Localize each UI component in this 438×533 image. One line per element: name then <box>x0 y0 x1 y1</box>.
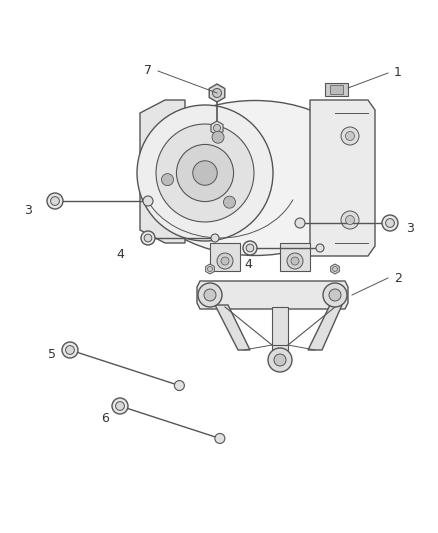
Circle shape <box>177 144 233 201</box>
Circle shape <box>198 283 222 307</box>
Polygon shape <box>211 121 223 135</box>
Text: 1: 1 <box>394 67 402 79</box>
Circle shape <box>329 289 341 301</box>
Circle shape <box>385 219 394 228</box>
Circle shape <box>144 234 152 242</box>
Circle shape <box>243 241 257 255</box>
Circle shape <box>62 342 78 358</box>
Text: 3: 3 <box>24 205 32 217</box>
Circle shape <box>112 398 128 414</box>
Ellipse shape <box>140 101 370 255</box>
Circle shape <box>193 161 217 185</box>
Polygon shape <box>209 84 225 102</box>
Text: 2: 2 <box>394 271 402 285</box>
Circle shape <box>51 197 60 205</box>
Polygon shape <box>210 243 240 271</box>
Circle shape <box>274 354 286 366</box>
Circle shape <box>212 131 224 143</box>
Text: 7: 7 <box>144 64 152 77</box>
Circle shape <box>316 244 324 252</box>
Circle shape <box>295 218 305 228</box>
Circle shape <box>156 124 254 222</box>
Circle shape <box>223 196 236 208</box>
Polygon shape <box>310 100 375 256</box>
Circle shape <box>174 381 184 391</box>
Circle shape <box>137 105 273 241</box>
Text: 4: 4 <box>116 248 124 262</box>
Polygon shape <box>330 85 343 94</box>
Circle shape <box>323 283 347 307</box>
Circle shape <box>141 231 155 245</box>
Polygon shape <box>197 281 348 309</box>
Circle shape <box>66 345 74 354</box>
Circle shape <box>211 234 219 242</box>
Circle shape <box>287 253 303 269</box>
Circle shape <box>268 348 292 372</box>
Circle shape <box>143 196 153 206</box>
Polygon shape <box>272 307 288 353</box>
Circle shape <box>162 174 173 185</box>
Text: 3: 3 <box>406 222 414 235</box>
Polygon shape <box>140 100 185 243</box>
Text: 4: 4 <box>244 259 252 271</box>
Circle shape <box>341 211 359 229</box>
Circle shape <box>47 193 63 209</box>
Circle shape <box>208 266 212 271</box>
Circle shape <box>215 433 225 443</box>
Circle shape <box>116 401 124 410</box>
Polygon shape <box>325 83 348 96</box>
Circle shape <box>382 215 398 231</box>
Circle shape <box>246 244 254 252</box>
Polygon shape <box>331 264 339 274</box>
Circle shape <box>346 132 354 141</box>
Text: 6: 6 <box>101 411 109 424</box>
Polygon shape <box>215 305 250 350</box>
Circle shape <box>346 215 354 224</box>
Polygon shape <box>308 305 342 350</box>
Circle shape <box>332 266 338 271</box>
Polygon shape <box>206 264 214 274</box>
Polygon shape <box>280 243 310 271</box>
Circle shape <box>217 253 233 269</box>
Circle shape <box>212 88 222 98</box>
Circle shape <box>291 257 299 265</box>
Circle shape <box>213 125 220 132</box>
Circle shape <box>204 289 216 301</box>
Circle shape <box>341 127 359 145</box>
Text: 5: 5 <box>48 349 56 361</box>
Circle shape <box>221 257 229 265</box>
